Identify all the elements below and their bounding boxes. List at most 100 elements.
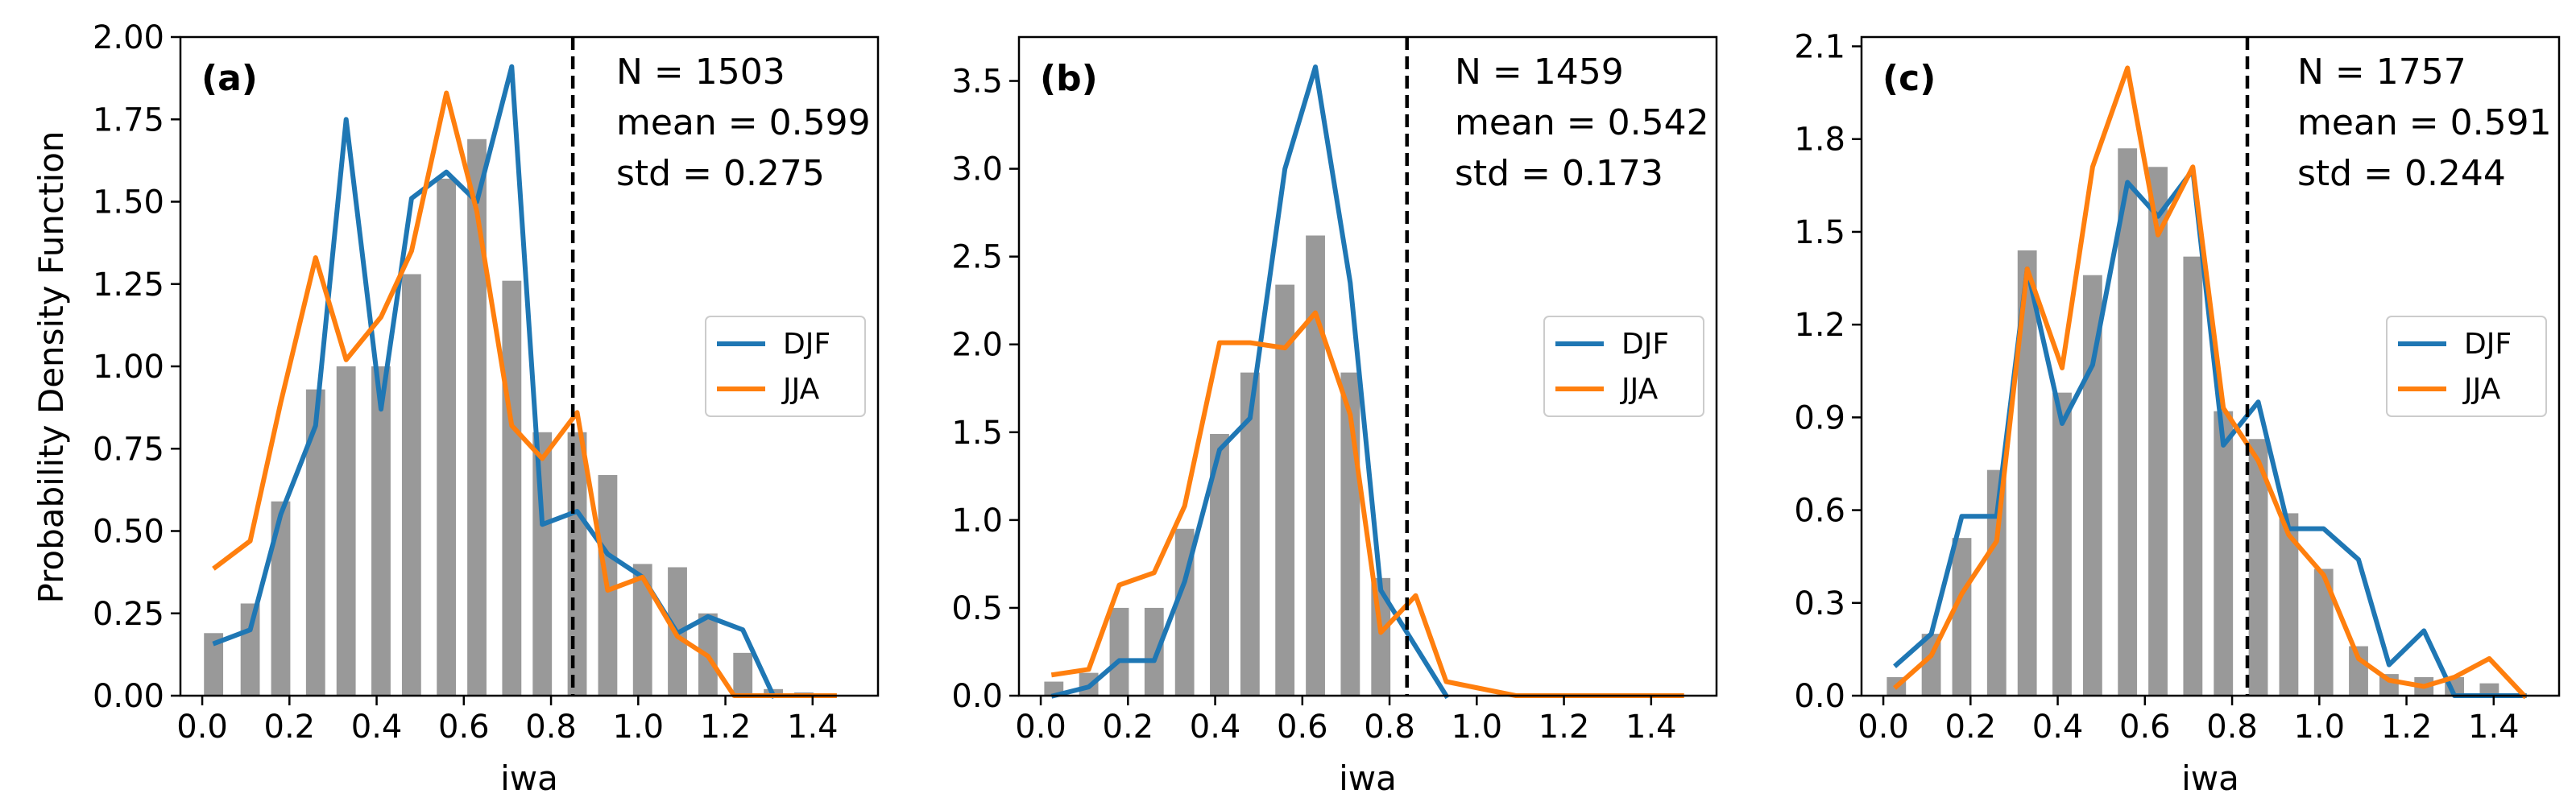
x-tick-label: 0.2 bbox=[1103, 709, 1154, 746]
x-tick-label: 0.4 bbox=[2032, 709, 2084, 746]
panels: 0.0 0.2 0.4 0.6 0.8 1.0 1.2 1.4 0.00 0.25 0.50 0.75… bbox=[93, 19, 2561, 798]
histogram-bar bbox=[1109, 607, 1129, 696]
x-tick-label: 1.2 bbox=[1539, 709, 1590, 746]
y-tick-label: 0.0 bbox=[951, 678, 1003, 715]
legend-label: JJA bbox=[1620, 373, 1659, 406]
y-tick-label: 3.0 bbox=[951, 151, 1003, 188]
stat-text: std = 0.173 bbox=[1455, 153, 1663, 194]
stat-text: mean = 0.542 bbox=[1455, 102, 1709, 143]
x-tick-label: 0.8 bbox=[2206, 709, 2258, 746]
y-tick-label: 0.0 bbox=[1794, 678, 1845, 715]
x-tick-label: 0.4 bbox=[1190, 709, 1241, 746]
histogram-bar bbox=[371, 366, 391, 696]
y-tick-label: 1.5 bbox=[951, 415, 1003, 452]
series-line-djf bbox=[1050, 64, 1450, 700]
histogram-bar bbox=[2479, 683, 2499, 696]
histogram-bar bbox=[1952, 538, 1972, 696]
y-tick-label: 1.5 bbox=[1794, 214, 1845, 251]
y-tick-label: 2.5 bbox=[951, 239, 1003, 276]
panel-2: 0.0 0.2 0.4 0.6 0.8 1.0 1.2 1.4 0.0 0.5 1.0 1.5 2.0 2… bbox=[951, 35, 1718, 798]
stat-text: mean = 0.599 bbox=[616, 102, 871, 143]
histogram-bar bbox=[271, 501, 291, 696]
y-tick-label: 1.2 bbox=[1794, 307, 1845, 344]
x-tick-label: 0.0 bbox=[1857, 709, 1909, 746]
series-line-djf bbox=[212, 64, 777, 699]
x-tick-label: 0.0 bbox=[1015, 709, 1066, 746]
x-tick-label: 0.2 bbox=[264, 709, 316, 746]
x-tick-label: 0.6 bbox=[438, 709, 490, 746]
histogram-bar bbox=[305, 389, 325, 696]
x-tick-label: 1.0 bbox=[613, 709, 665, 746]
y-tick-label: 1.0 bbox=[951, 502, 1003, 539]
y-tick-label: 0.50 bbox=[93, 514, 164, 551]
histogram-bar bbox=[2349, 646, 2368, 696]
x-axis-label: iwa bbox=[2181, 758, 2239, 798]
histogram-bar bbox=[1144, 607, 1164, 696]
panel-3: 0.0 0.2 0.4 0.6 0.8 1.0 1.2 1.4 0.0 0.3 0.6 0.9 1.2 1… bbox=[1794, 29, 2561, 798]
y-tick-label: 3.5 bbox=[951, 64, 1003, 101]
histogram-bar bbox=[204, 633, 224, 696]
y-tick-label: 1.75 bbox=[93, 101, 164, 138]
histogram-bar bbox=[336, 366, 356, 696]
histogram-bar bbox=[1275, 284, 1295, 696]
stat-text: N = 1503 bbox=[616, 52, 785, 93]
panel-1: 0.0 0.2 0.4 0.6 0.8 1.0 1.2 1.4 0.00 0.25 0.50 0.75… bbox=[93, 19, 880, 798]
stat-text: N = 1757 bbox=[2297, 52, 2466, 93]
histogram-bar bbox=[1240, 372, 1260, 696]
histogram-bar bbox=[2313, 568, 2334, 696]
y-tick-label: 2.0 bbox=[951, 327, 1003, 364]
x-axis-label: iwa bbox=[1339, 758, 1397, 798]
stat-text: std = 0.244 bbox=[2297, 153, 2506, 194]
y-tick-label: 0.00 bbox=[93, 678, 164, 715]
x-tick-label: 0.8 bbox=[1364, 709, 1415, 746]
histogram-bar bbox=[502, 280, 522, 696]
legend-label: DJF bbox=[783, 328, 830, 361]
histogram-bar bbox=[2082, 275, 2102, 696]
x-tick-label: 1.4 bbox=[787, 709, 839, 746]
series-line-jja bbox=[212, 90, 837, 698]
histogram-bar bbox=[1986, 469, 2007, 696]
y-tick-label: 2.1 bbox=[1794, 29, 1845, 66]
y-tick-label: 0.6 bbox=[1794, 493, 1845, 530]
histogram-bar bbox=[2214, 411, 2234, 696]
y-tick-label: 0.75 bbox=[93, 431, 164, 468]
x-tick-label: 0.2 bbox=[1945, 709, 1997, 746]
panel-label: (b) bbox=[1040, 58, 1098, 99]
histogram-bar bbox=[567, 432, 587, 696]
y-tick-label: 2.00 bbox=[93, 19, 164, 56]
histogram-bar bbox=[2148, 167, 2168, 696]
histogram-bar bbox=[632, 564, 652, 696]
x-tick-label: 0.8 bbox=[525, 709, 577, 746]
y-axis-label: Probability Density Function bbox=[31, 130, 71, 603]
x-tick-label: 0.6 bbox=[1277, 709, 1328, 746]
histogram-bar bbox=[240, 603, 260, 696]
y-tick-label: 0.9 bbox=[1794, 399, 1845, 436]
stat-text: std = 0.275 bbox=[616, 153, 825, 194]
legend-label: DJF bbox=[1621, 328, 1669, 361]
axes-frame bbox=[1017, 35, 1718, 697]
y-tick-label: 1.25 bbox=[93, 267, 164, 304]
x-tick-label: 0.6 bbox=[2119, 709, 2171, 746]
legend-label: JJA bbox=[2462, 373, 2501, 406]
x-tick-label: 1.2 bbox=[2381, 709, 2433, 746]
x-tick-label: 0.0 bbox=[176, 709, 228, 746]
stat-text: N = 1459 bbox=[1455, 52, 1624, 93]
histogram-bar bbox=[1210, 433, 1229, 696]
x-tick-label: 0.4 bbox=[351, 709, 403, 746]
y-tick-label: 0.3 bbox=[1794, 585, 1845, 622]
x-tick-label: 1.0 bbox=[1452, 709, 1503, 746]
x-tick-label: 1.0 bbox=[2294, 709, 2346, 746]
stat-text: mean = 0.591 bbox=[2297, 102, 2552, 143]
histogram-bar bbox=[532, 432, 553, 696]
y-tick-label: 1.8 bbox=[1794, 122, 1845, 159]
histogram-bar bbox=[2118, 148, 2138, 696]
axes-frame bbox=[1860, 35, 2561, 697]
y-tick-label: 1.50 bbox=[93, 184, 164, 221]
panel-label: (a) bbox=[201, 58, 258, 99]
legend-label: JJA bbox=[781, 373, 820, 406]
histogram-bar bbox=[437, 178, 457, 696]
panel-label: (c) bbox=[1882, 58, 1936, 99]
histogram-bar bbox=[733, 652, 753, 696]
y-tick-label: 0.25 bbox=[93, 596, 164, 633]
